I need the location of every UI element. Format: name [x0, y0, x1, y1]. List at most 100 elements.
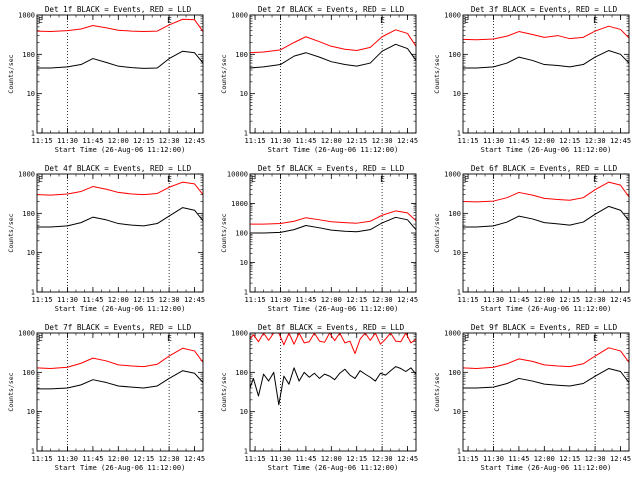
x-tick-label: 12:00: [108, 296, 129, 304]
x-tick-label: 12:45: [397, 296, 418, 304]
x-axis-label: Start Time (26-Aug-06 11:12:00): [55, 305, 186, 313]
x-tick-label: 12:15: [133, 137, 154, 145]
x-tick-label: 12:45: [397, 455, 418, 463]
x-axis-label: Start Time (26-Aug-06 11:12:00): [55, 464, 186, 472]
time-marker-label: E: [593, 175, 598, 184]
detector-panel: Det 9f BLACK = Events, RED = LLD 1 10 100 10…: [433, 323, 631, 472]
x-tick-label: 12:15: [559, 137, 580, 145]
plot-frame: [462, 332, 630, 452]
detector-panel: Det 3f BLACK = Events, RED = LLD 1 10 100 10…: [433, 5, 631, 154]
x-tick-label: 12:30: [585, 296, 606, 304]
x-tick-label: 11:45: [508, 137, 529, 145]
y-axis-label: Counts/sec: [220, 372, 228, 411]
series-line-events: [250, 216, 416, 234]
x-tick-label: 12:00: [108, 455, 129, 463]
y-tick-label: 100: [22, 369, 35, 377]
y-tick-label: 10000: [227, 171, 248, 179]
y-tick-label: 1: [31, 448, 35, 456]
series-line-lld: [37, 347, 203, 370]
plot-frame: [462, 173, 630, 293]
x-tick-label: 12:15: [346, 455, 367, 463]
detector-panel: Det 2f BLACK = Events, RED = LLD 1 10 100 10…: [220, 5, 418, 154]
y-axis-label: Counts/sec: [7, 213, 15, 252]
x-tick-label: 11:30: [57, 137, 78, 145]
time-marker-label: E: [380, 175, 385, 184]
series-line-lld: [463, 347, 629, 370]
plot-frame: [249, 173, 417, 293]
x-tick-label: 12:00: [321, 296, 342, 304]
panel-title: Det 3f BLACK = Events, RED = LLD: [471, 5, 618, 14]
x-tick-label: 11:15: [32, 296, 53, 304]
series-line-lld: [37, 181, 203, 196]
x-tick-label: 12:30: [159, 455, 180, 463]
panel-title: Det 5f BLACK = Events, RED = LLD: [258, 164, 405, 173]
y-tick-label: 10: [453, 249, 461, 257]
series-line-events: [463, 205, 629, 228]
time-marker-label: E: [167, 334, 172, 343]
x-tick-label: 12:30: [159, 137, 180, 145]
panel-title: Det 8f BLACK = Events, RED = LLD: [258, 323, 405, 332]
x-tick-label: 11:30: [270, 455, 291, 463]
x-tick-label: 12:00: [534, 455, 555, 463]
y-tick-label: 100: [448, 51, 461, 59]
y-tick-label: 100: [22, 210, 35, 218]
panel-title: Det 9f BLACK = Events, RED = LLD: [471, 323, 618, 332]
series-line-lld: [463, 181, 629, 203]
series-line-events: [250, 43, 416, 69]
y-tick-label: 100: [448, 210, 461, 218]
series-line-events: [37, 207, 203, 228]
x-tick-label: 11:30: [57, 455, 78, 463]
corner-marker-label: E: [464, 175, 469, 184]
y-tick-label: 1: [31, 130, 35, 138]
detector-panel: Det 1f BLACK = Events, RED = LLD 1 10 100 10…: [7, 5, 205, 154]
panel-title: Det 1f BLACK = Events, RED = LLD: [45, 5, 192, 14]
detector-panel: Det 4f BLACK = Events, RED = LLD 1 10 100 10…: [7, 164, 205, 313]
y-tick-label: 1: [244, 130, 248, 138]
panel-title: Det 2f BLACK = Events, RED = LLD: [258, 5, 405, 14]
panel-title: Det 7f BLACK = Events, RED = LLD: [45, 323, 192, 332]
y-tick-label: 1000: [444, 171, 461, 179]
x-tick-label: 12:15: [346, 137, 367, 145]
x-tick-label: 11:15: [245, 296, 266, 304]
series-line-events: [463, 368, 629, 389]
y-tick-label: 1000: [18, 171, 35, 179]
panel-title: Det 4f BLACK = Events, RED = LLD: [45, 164, 192, 173]
corner-marker-label: E: [38, 175, 43, 184]
plot-frame: [36, 332, 204, 452]
x-tick-label: 11:30: [483, 296, 504, 304]
series-line-lld: [250, 29, 416, 54]
x-tick-label: 12:30: [585, 137, 606, 145]
series-line-lld: [463, 25, 629, 41]
x-tick-label: 12:45: [397, 137, 418, 145]
corner-marker-label: E: [38, 16, 43, 25]
x-tick-label: 12:45: [610, 296, 631, 304]
x-tick-label: 11:15: [32, 455, 53, 463]
x-tick-label: 12:30: [585, 455, 606, 463]
x-tick-label: 12:15: [133, 296, 154, 304]
y-tick-label: 100: [235, 51, 248, 59]
y-axis-label: Counts/sec: [220, 54, 228, 93]
x-axis-label: Start Time (26-Aug-06 11:12:00): [268, 464, 399, 472]
x-tick-label: 11:15: [458, 137, 479, 145]
y-tick-label: 1: [244, 448, 248, 456]
x-tick-label: 11:45: [82, 296, 103, 304]
x-axis-label: Start Time (26-Aug-06 11:12:00): [55, 146, 186, 154]
x-tick-label: 12:00: [321, 455, 342, 463]
x-tick-label: 11:15: [245, 137, 266, 145]
x-tick-label: 11:30: [270, 296, 291, 304]
x-tick-label: 12:45: [610, 455, 631, 463]
x-tick-label: 11:15: [32, 137, 53, 145]
series-line-events: [37, 370, 203, 390]
y-tick-label: 10: [240, 408, 248, 416]
y-axis-label: Counts/sec: [433, 372, 441, 411]
series-line-lld: [250, 210, 416, 225]
x-tick-label: 11:15: [458, 296, 479, 304]
panel-title: Det 6f BLACK = Events, RED = LLD: [471, 164, 618, 173]
detector-panel: Det 8f BLACK = Events, RED = LLD 1 10 100 10…: [220, 323, 418, 472]
y-axis-label: Counts/sec: [433, 54, 441, 93]
x-tick-label: 12:15: [133, 455, 154, 463]
time-marker-label: E: [167, 16, 172, 25]
y-tick-label: 1: [457, 130, 461, 138]
